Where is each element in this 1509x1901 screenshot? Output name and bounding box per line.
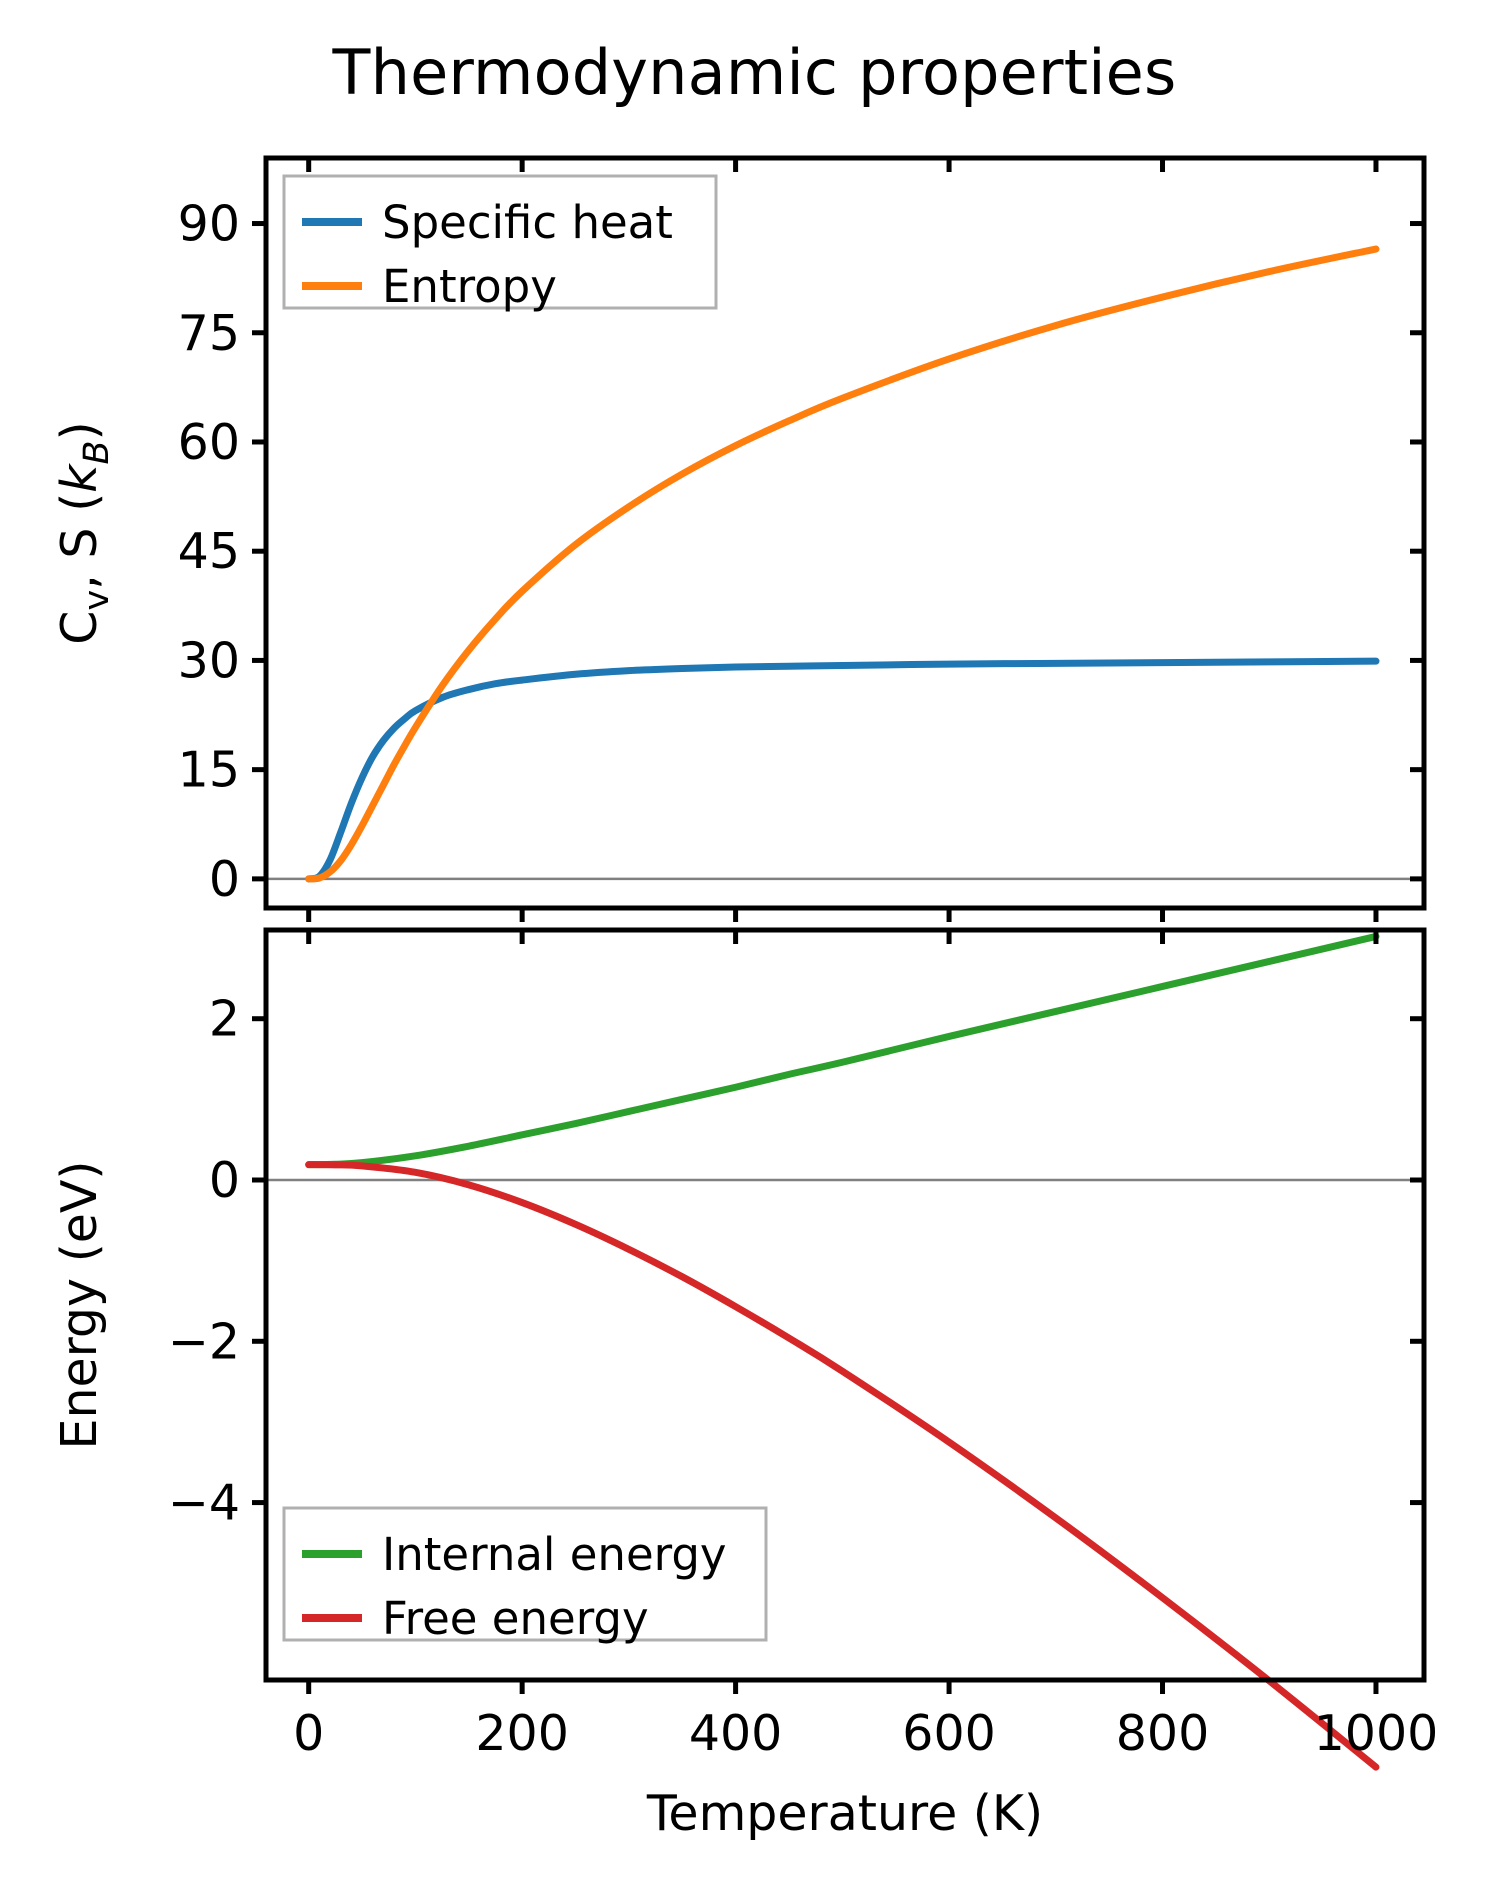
bottom-ylabel-text: Energy (eV) xyxy=(51,1160,108,1449)
y-tick-label: 45 xyxy=(178,523,240,580)
series-line-specific-heat xyxy=(305,657,1380,883)
x-tick-label: 0 xyxy=(293,1705,324,1762)
y-tick-label: −4 xyxy=(168,1475,240,1532)
y-tick-label: 60 xyxy=(178,414,240,471)
y-tick-label: 2 xyxy=(209,991,240,1048)
top-ylabel-text: Cv, S (kB) xyxy=(51,421,117,644)
bottom-legend: Internal energy Free energy xyxy=(282,1506,768,1645)
y-tick-label: −2 xyxy=(168,1313,240,1370)
x-axis-label: Temperature (K) xyxy=(646,1785,1043,1842)
axis-frame xyxy=(263,927,1427,1683)
y-tick-label: 15 xyxy=(178,742,240,799)
x-tick-label: 1000 xyxy=(1314,1705,1439,1762)
legend-label: Entropy xyxy=(382,260,557,313)
x-tick-label: 800 xyxy=(1116,1705,1210,1762)
panel-top: 0 15 30 45 60 75 90 xyxy=(178,155,1427,922)
series-line-entropy xyxy=(305,245,1380,883)
top-ylabel: Cv, S (kB) xyxy=(51,421,117,644)
legend-box xyxy=(282,1506,768,1642)
x-tick-label: 600 xyxy=(902,1705,996,1762)
x-tick-label: 200 xyxy=(475,1705,569,1762)
legend-label: Free energy xyxy=(382,1592,649,1645)
series-line-free-energy xyxy=(305,1161,1380,1771)
figure-title: Thermodynamic properties xyxy=(332,36,1177,109)
series-line-internal-energy xyxy=(305,932,1380,1169)
bottom-ylabel: Energy (eV) xyxy=(51,1160,108,1449)
y-tick-label: 90 xyxy=(178,196,240,253)
y-tick-label: 75 xyxy=(178,305,240,362)
top-legend: Specific heat Entropy xyxy=(282,174,718,313)
legend-label: Internal energy xyxy=(382,1528,727,1581)
axis-frame xyxy=(263,155,1427,911)
y-tick-label: 0 xyxy=(209,1152,240,1209)
x-tick-label: 400 xyxy=(689,1705,783,1762)
y-tick-label: 0 xyxy=(209,851,240,908)
panel-bottom: −4 −2 0 2 0 200 400 600 800 1000 xyxy=(168,927,1439,1771)
legend-label: Specific heat xyxy=(382,196,673,249)
y-tick-label: 30 xyxy=(178,632,240,689)
